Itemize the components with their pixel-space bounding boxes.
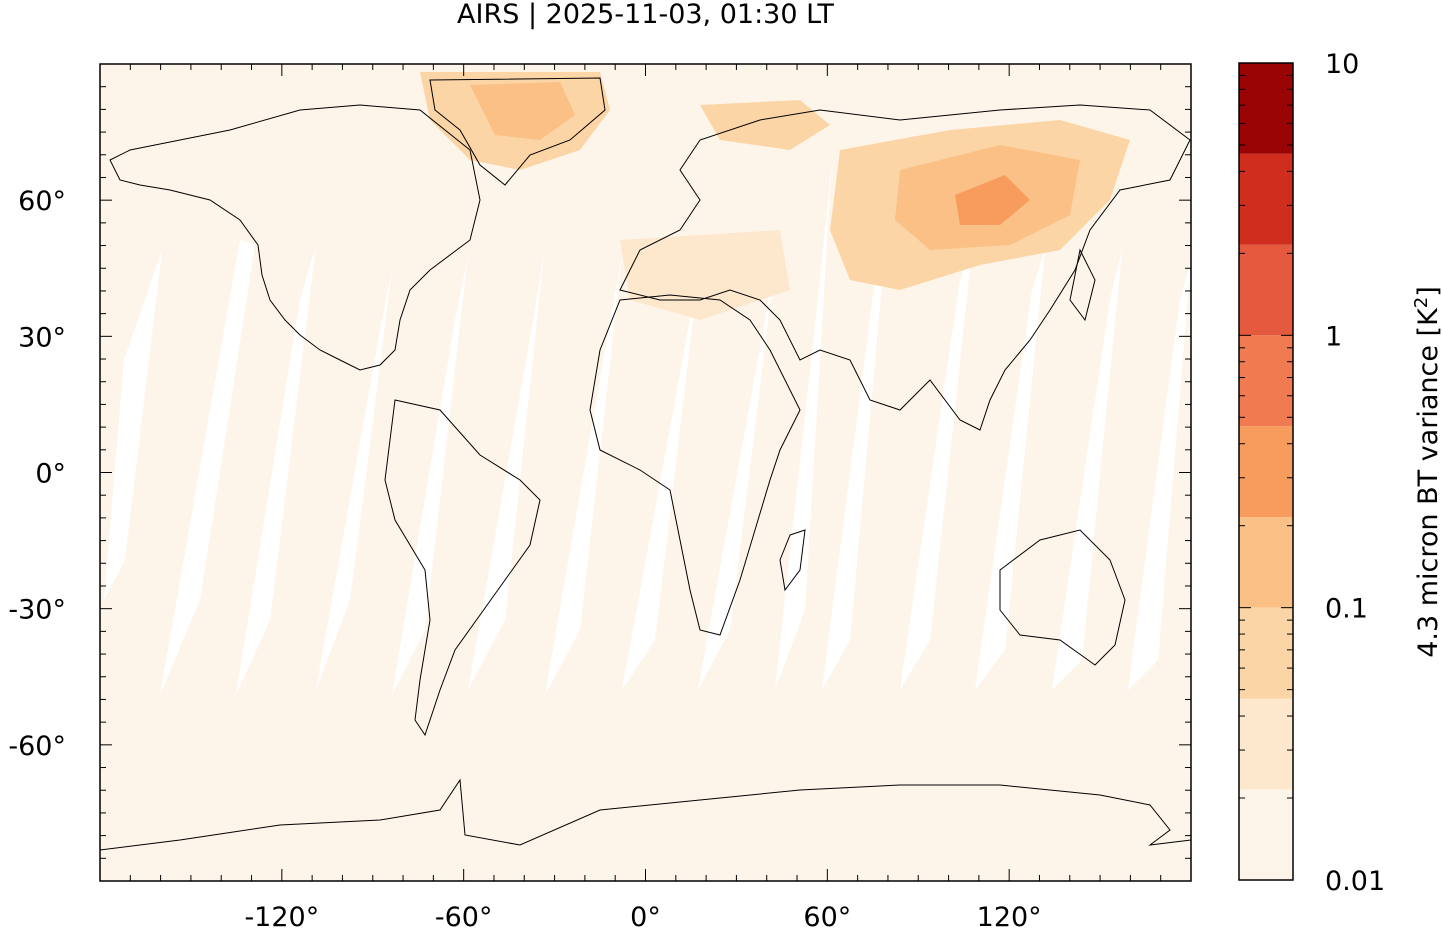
colorbar-tick-label: 0.01 [1325, 866, 1385, 897]
lat-tick-label: -30° [8, 595, 66, 626]
coastline-antarctica [100, 778, 1191, 851]
colorbar-segment [1239, 789, 1293, 880]
swath-gap [1128, 260, 1191, 690]
variance-region-scandinavia [700, 100, 830, 150]
longitude-axis: -120° -60° 0° 60° 120° [244, 902, 1041, 930]
lon-tick-label: 60° [803, 902, 851, 930]
colorbar-segment [1239, 517, 1293, 608]
swath-gaps [104, 160, 1191, 695]
colorbar-tick-label: 10 [1325, 49, 1359, 80]
colorbar-label-exponent: 2 [1411, 297, 1432, 308]
coastline-australia [999, 529, 1126, 666]
colorbar-segment [1239, 63, 1293, 154]
swath-gap [392, 255, 468, 695]
coastline-madagascar [779, 529, 806, 592]
map-title: AIRS | 2025-11-03, 01:30 LT [457, 0, 834, 30]
lon-tick-label: 0° [630, 902, 661, 930]
colorbar-segment [1239, 698, 1293, 790]
swath-gap [316, 270, 392, 690]
swath-gap [160, 240, 255, 695]
lat-tick-label: -60° [8, 731, 66, 762]
lat-tick-label: 30° [18, 322, 66, 353]
swath-gap [1052, 250, 1122, 690]
lat-tick-label: 0° [35, 459, 66, 490]
coastline-greenland [429, 77, 606, 186]
swath-gap [468, 245, 545, 690]
colorbar [1238, 62, 1294, 881]
coastline-africa [589, 294, 801, 636]
variance-field [420, 72, 1130, 320]
swath-gap [900, 250, 972, 690]
colorbar-segment [1239, 153, 1293, 245]
colorbar-frame [1238, 62, 1294, 881]
coastlines [100, 77, 1191, 851]
map-content [100, 72, 1191, 851]
swath-gap [775, 160, 832, 690]
coastline-south-america [384, 399, 541, 737]
coastline-eurasia [619, 104, 1191, 431]
coastline-north-america [109, 104, 481, 371]
colorbar-segment [1239, 426, 1293, 518]
colorbar-tick-label: 0.1 [1325, 594, 1368, 625]
variance-region-greenland-core [470, 82, 575, 140]
variance-region-europe [620, 230, 790, 320]
swath-gap [104, 250, 162, 600]
map-ticks [99, 63, 1192, 882]
colorbar-segment [1239, 244, 1293, 336]
lat-tick-label: 60° [18, 186, 66, 217]
colorbar-tick-label: 1 [1325, 321, 1342, 352]
colorbar-label-end: ] [1413, 286, 1442, 297]
lon-tick-label: -60° [435, 902, 493, 930]
swath-gap [975, 250, 1045, 690]
colorbar-segment [1239, 607, 1293, 699]
colorbar-label-main: 4.3 micron BT variance [K [1413, 307, 1442, 658]
lon-tick-label: -120° [244, 902, 319, 930]
colorbar-tick-labels: 10 1 0.1 0.01 [1325, 49, 1385, 897]
variance-region-siberia-peak [955, 175, 1030, 225]
latitude-axis: 60° 30° 0° -30° -60° [8, 186, 66, 762]
coastline-japan [1069, 248, 1096, 322]
colorbar-label: 4.3 micron BT variance [K2] [1411, 286, 1442, 658]
lon-tick-label: 120° [977, 902, 1042, 930]
swath-gap [545, 255, 622, 695]
colorbar-segment [1239, 335, 1293, 427]
swath-gap [822, 250, 885, 690]
swath-gap [236, 245, 316, 695]
